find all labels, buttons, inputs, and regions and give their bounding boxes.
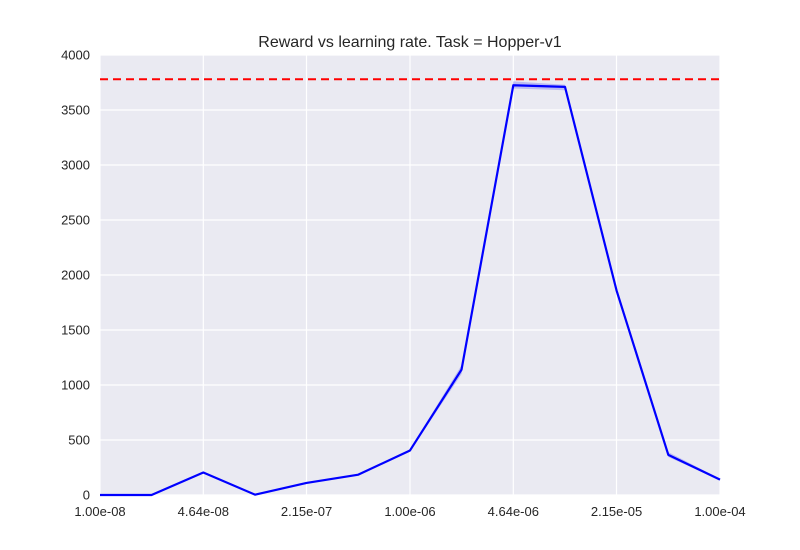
grid-lines (99, 54, 721, 496)
y-tick-label-8: 4000 (61, 48, 90, 63)
y-tick-label-0: 0 (83, 488, 90, 503)
x-tick-label-4: 4.64e-06 (488, 504, 539, 519)
y-tick-labels: 0 500 1000 1500 2000 2500 3000 3500 4000 (61, 48, 90, 503)
x-tick-label-6: 1.00e-04 (694, 504, 745, 519)
x-tick-label-5: 2.15e-05 (591, 504, 642, 519)
y-tick-label-1: 500 (68, 433, 90, 448)
y-tick-label-5: 2500 (61, 213, 90, 228)
y-tick-label-7: 3500 (61, 103, 90, 118)
series-lines (99, 84, 721, 497)
y-tick-label-4: 2000 (61, 268, 90, 283)
x-tick-label-1: 4.64e-08 (178, 504, 229, 519)
y-tick-label-6: 3000 (61, 158, 90, 173)
x-tick-label-3: 1.00e-06 (384, 504, 435, 519)
x-tick-labels: 1.00e-08 4.64e-08 2.15e-07 1.00e-06 4.64e-06… (74, 504, 745, 519)
y-tick-label-3: 1500 (61, 323, 90, 338)
chart-title: Reward vs learning rate. Task = Hopper-v… (258, 34, 562, 51)
y-tick-label-2: 1000 (61, 378, 90, 393)
x-tick-label-0: 1.00e-08 (74, 504, 125, 519)
x-tick-label-2: 2.15e-07 (281, 504, 332, 519)
